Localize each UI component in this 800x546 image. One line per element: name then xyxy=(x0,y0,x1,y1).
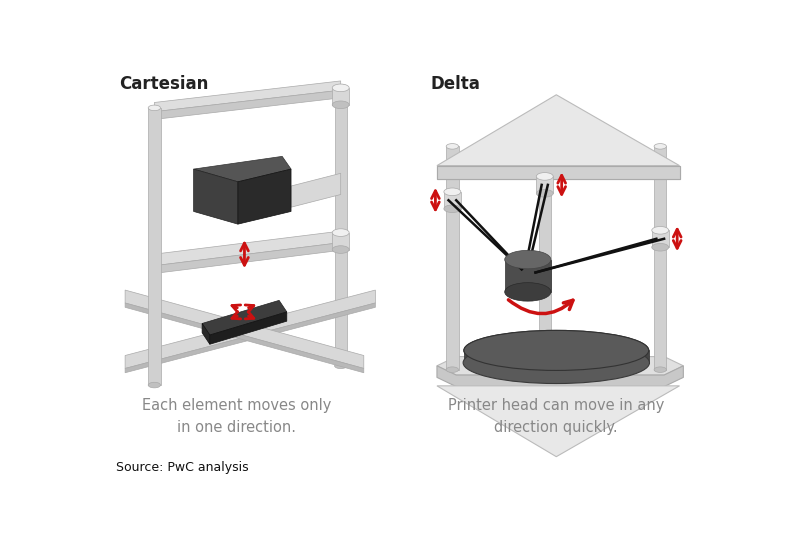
Polygon shape xyxy=(154,231,341,266)
Polygon shape xyxy=(202,323,210,345)
Bar xyxy=(148,108,161,385)
Polygon shape xyxy=(154,90,341,120)
Text: Printer head can move in any
direction quickly.: Printer head can move in any direction q… xyxy=(448,398,665,435)
Text: Source: PwC analysis: Source: PwC analysis xyxy=(116,461,249,473)
Ellipse shape xyxy=(332,101,349,109)
Polygon shape xyxy=(194,169,238,224)
Ellipse shape xyxy=(444,188,461,195)
FancyArrowPatch shape xyxy=(509,300,573,313)
Polygon shape xyxy=(125,303,375,373)
Ellipse shape xyxy=(536,189,554,197)
Text: Cartesian: Cartesian xyxy=(119,75,208,93)
Ellipse shape xyxy=(464,330,649,370)
Ellipse shape xyxy=(148,105,161,111)
Polygon shape xyxy=(194,156,291,182)
Ellipse shape xyxy=(652,244,669,251)
Ellipse shape xyxy=(334,363,347,369)
Ellipse shape xyxy=(464,330,649,370)
Bar xyxy=(654,146,666,370)
Polygon shape xyxy=(437,366,683,387)
Bar xyxy=(505,259,551,292)
Polygon shape xyxy=(437,386,679,456)
Polygon shape xyxy=(238,169,291,224)
Bar xyxy=(652,230,669,247)
Ellipse shape xyxy=(538,367,551,372)
Polygon shape xyxy=(437,165,679,180)
Ellipse shape xyxy=(652,227,669,234)
Ellipse shape xyxy=(654,144,666,149)
Ellipse shape xyxy=(505,283,551,301)
Ellipse shape xyxy=(446,144,458,149)
Ellipse shape xyxy=(654,367,666,372)
Polygon shape xyxy=(125,290,364,369)
Polygon shape xyxy=(154,242,341,274)
Ellipse shape xyxy=(444,205,461,212)
Ellipse shape xyxy=(538,144,551,149)
Ellipse shape xyxy=(334,84,347,90)
Polygon shape xyxy=(437,357,683,375)
Ellipse shape xyxy=(148,382,161,388)
Polygon shape xyxy=(125,303,364,373)
Ellipse shape xyxy=(332,229,349,236)
Bar xyxy=(334,87,347,366)
Bar xyxy=(538,146,551,370)
Bar xyxy=(332,233,349,250)
Ellipse shape xyxy=(463,342,650,383)
Polygon shape xyxy=(291,173,341,207)
Bar xyxy=(536,176,554,193)
Polygon shape xyxy=(154,81,341,112)
Ellipse shape xyxy=(505,250,551,269)
Polygon shape xyxy=(437,165,679,180)
Ellipse shape xyxy=(332,246,349,253)
Polygon shape xyxy=(210,312,287,345)
Text: Delta: Delta xyxy=(430,75,481,93)
Text: Each element moves only
in one direction.: Each element moves only in one direction… xyxy=(142,398,331,435)
Polygon shape xyxy=(202,300,287,335)
Ellipse shape xyxy=(332,84,349,92)
Bar xyxy=(444,192,461,209)
Bar xyxy=(332,88,349,105)
Polygon shape xyxy=(437,95,679,165)
Ellipse shape xyxy=(536,173,554,180)
Ellipse shape xyxy=(446,367,458,372)
Polygon shape xyxy=(125,290,375,369)
Bar xyxy=(446,146,458,370)
Polygon shape xyxy=(464,351,649,363)
